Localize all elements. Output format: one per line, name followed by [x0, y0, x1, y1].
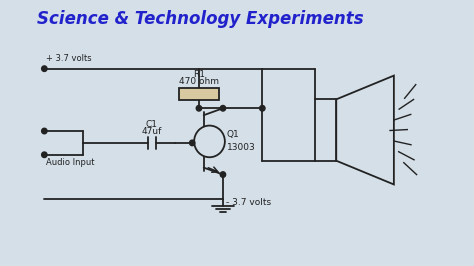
Circle shape — [220, 172, 226, 177]
Text: + 3.7 volts: + 3.7 volts — [46, 54, 92, 63]
Text: 13003: 13003 — [227, 143, 255, 152]
Bar — [315, 99, 336, 161]
Text: Audio Input: Audio Input — [46, 158, 95, 167]
Text: Q1: Q1 — [227, 130, 239, 139]
Text: Science & Technology Experiments: Science & Technology Experiments — [36, 10, 363, 28]
Circle shape — [42, 128, 47, 134]
Polygon shape — [336, 76, 394, 184]
Text: 47uf: 47uf — [142, 127, 162, 136]
Circle shape — [196, 106, 201, 111]
Bar — [179, 89, 219, 100]
Text: 470 ohm: 470 ohm — [179, 77, 219, 85]
Circle shape — [260, 106, 265, 111]
Circle shape — [42, 66, 47, 72]
Circle shape — [220, 106, 226, 111]
Circle shape — [190, 140, 195, 146]
Text: C1: C1 — [146, 120, 158, 129]
Text: - 3.7 volts: - 3.7 volts — [226, 198, 271, 207]
Text: R1: R1 — [193, 70, 205, 78]
Circle shape — [42, 152, 47, 157]
Circle shape — [194, 126, 225, 157]
